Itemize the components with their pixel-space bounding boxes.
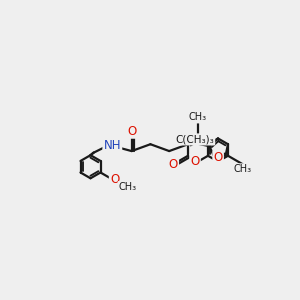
Text: O: O xyxy=(110,173,119,186)
Text: CH₃: CH₃ xyxy=(234,164,252,174)
Text: O: O xyxy=(127,124,136,138)
Text: CH₃: CH₃ xyxy=(118,182,137,192)
Text: O: O xyxy=(190,155,200,168)
Text: CH₃: CH₃ xyxy=(189,112,207,122)
Text: O: O xyxy=(169,158,178,171)
Text: C(CH₃)₃: C(CH₃)₃ xyxy=(176,134,214,144)
Text: NH: NH xyxy=(103,140,121,152)
Text: O: O xyxy=(214,151,223,164)
